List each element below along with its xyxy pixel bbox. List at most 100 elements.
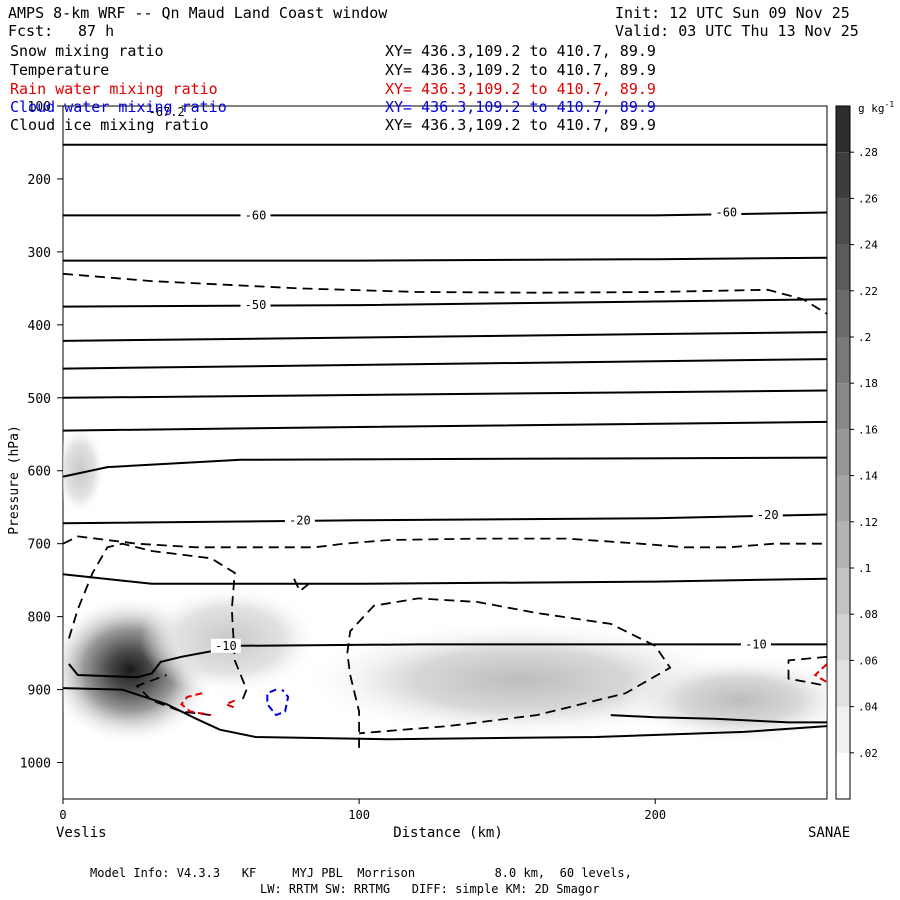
y-tick-label: 300 [28, 246, 51, 261]
temperature-contour [63, 331, 827, 342]
temperature-contour-label: -50 [245, 298, 267, 312]
field-temp-xy: XY= 436.3,109.2 to 410.7, 89.9 [385, 61, 656, 79]
temperature-contour [63, 256, 827, 262]
y-tick-label: 700 [28, 538, 51, 553]
colorbar-bin [836, 521, 850, 568]
temperature-contour [610, 714, 827, 724]
colorbar-bin [836, 152, 850, 199]
colorbar-level-label: .18 [858, 377, 878, 390]
colorbar-level-label: .08 [858, 608, 878, 621]
y-tick-label: 100 [28, 100, 51, 115]
temperature-contour-label: -20 [757, 508, 779, 522]
snow-shade-upper-left [63, 425, 105, 515]
header-fcst-label: Fcst: [8, 22, 54, 40]
colorbar-level-label: .14 [858, 470, 878, 483]
contour-label-bg [752, 508, 783, 523]
header-fcst-value: 87 h [78, 22, 115, 40]
contour-label-bg [740, 637, 771, 652]
rain-contour [179, 692, 212, 717]
field-temp-name: Temperature [10, 61, 110, 79]
x-axis: 0 100 200 [59, 799, 666, 822]
colorbar-bin [836, 752, 850, 799]
ice-contours [63, 272, 827, 748]
y-tick-label: 800 [28, 611, 51, 626]
colorbar-level-label: .24 [858, 239, 878, 252]
cloud-ice-contour [787, 655, 827, 687]
colorbar-level-label: .28 [858, 146, 878, 159]
header-valid: Valid: 03 UTC Thu 13 Nov 25 [615, 22, 859, 40]
y-tick-label: 600 [28, 465, 51, 480]
colorbar-level-label: .02 [858, 747, 878, 760]
x-tick-label: 200 [644, 808, 666, 822]
footer-physics-info: LW: RRTM SW: RRTMG DIFF: simple KM: 2D S… [260, 882, 600, 896]
colorbar-bin [836, 568, 850, 615]
temperature-contour-label: -20 [289, 513, 311, 527]
colorbar-frame [835, 105, 851, 800]
colorbar-bin [836, 429, 850, 476]
temperature-contour [63, 298, 827, 308]
rain-contour [813, 663, 827, 684]
temperature-contours [63, 143, 827, 741]
contour-labels: -67.2 -60 -60 -50 -20 -20 -10 -10 [149, 104, 783, 653]
colorbar-level-label: .16 [858, 423, 878, 436]
field-snow-xy: XY= 436.3,109.2 to 410.7, 89.9 [385, 42, 656, 60]
header-init: Init: 12 UTC Sun 09 Nov 25 [615, 4, 850, 22]
colorbar-level-label: .22 [858, 285, 878, 298]
cloud-ice-contour [68, 542, 248, 705]
field-snow-name: Snow mixing ratio [10, 42, 164, 60]
y-axis: 100 200 300 400 500 600 700 800 900 1000 [20, 100, 63, 772]
y-tick-label: 500 [28, 392, 51, 407]
temperature-contour-label: -60 [245, 208, 267, 222]
cloud-water-contours [266, 688, 290, 717]
temperature-contour-label: -60 [715, 206, 737, 220]
colorbar-bin [836, 706, 850, 753]
temperature-contour-label: -67.2 [149, 105, 185, 119]
y-tick-label: 400 [28, 319, 51, 334]
temperature-contour-label: -10 [215, 639, 237, 653]
field-cloudwater-name: Cloud water mixing ratio [10, 98, 227, 116]
colorbar-bin [836, 660, 850, 707]
colorbar-bin [836, 244, 850, 291]
temperature-contour-label: -10 [745, 637, 767, 651]
colorbar-level-label: .1 [858, 562, 871, 575]
temperature-contour [63, 513, 827, 525]
colorbar-level-label: .26 [858, 192, 878, 205]
left-endpoint-label: Veslis [56, 825, 107, 841]
rain-contours [179, 663, 827, 717]
field-cloudwater-xy: XY= 436.3,109.2 to 410.7, 89.9 [385, 98, 656, 116]
contour-label-bg [284, 513, 315, 528]
colorbar-bin [836, 337, 850, 384]
y-tick-label: 1000 [20, 757, 51, 772]
colorbar-level-label: .2 [858, 331, 871, 344]
cloud-water-contour [266, 688, 290, 717]
field-cloudice-xy: XY= 436.3,109.2 to 410.7, 89.9 [385, 116, 656, 134]
contour-label-bg [240, 208, 271, 223]
colorbar-unit: g kg-1 [858, 100, 894, 115]
cloud-ice-contour [63, 535, 827, 549]
temperature-contour [63, 389, 827, 399]
contour-label-bg [711, 205, 742, 220]
contour-label-bg [240, 298, 271, 313]
header-title: AMPS 8-km WRF -- Qn Maud Land Coast wind… [8, 4, 388, 22]
colorbar-bin [836, 106, 850, 153]
rain-contour [223, 699, 236, 709]
temperature-contour [63, 358, 827, 370]
field-rain-name: Rain water mixing ratio [10, 80, 218, 98]
y-tick-label: 200 [28, 173, 51, 188]
colorbar-bin [836, 290, 850, 337]
y-axis-title: Pressure (hPa) [7, 425, 22, 535]
colorbar-level-label: .04 [858, 701, 878, 714]
cloud-ice-contour [346, 597, 672, 748]
colorbar-bin [836, 383, 850, 430]
colorbar-bin [836, 614, 850, 661]
x-tick-label: 0 [59, 808, 66, 822]
field-cloudice-name: Cloud ice mixing ratio [10, 116, 209, 134]
temperature-contour [63, 573, 827, 585]
y-tick-label: 900 [28, 684, 51, 699]
colorbar-level-label: .12 [858, 516, 878, 529]
colorbar-bin [836, 198, 850, 245]
contour-label-bg [151, 104, 182, 119]
x-axis-title: Distance (km) [393, 825, 503, 841]
temperature-contour [63, 456, 827, 478]
